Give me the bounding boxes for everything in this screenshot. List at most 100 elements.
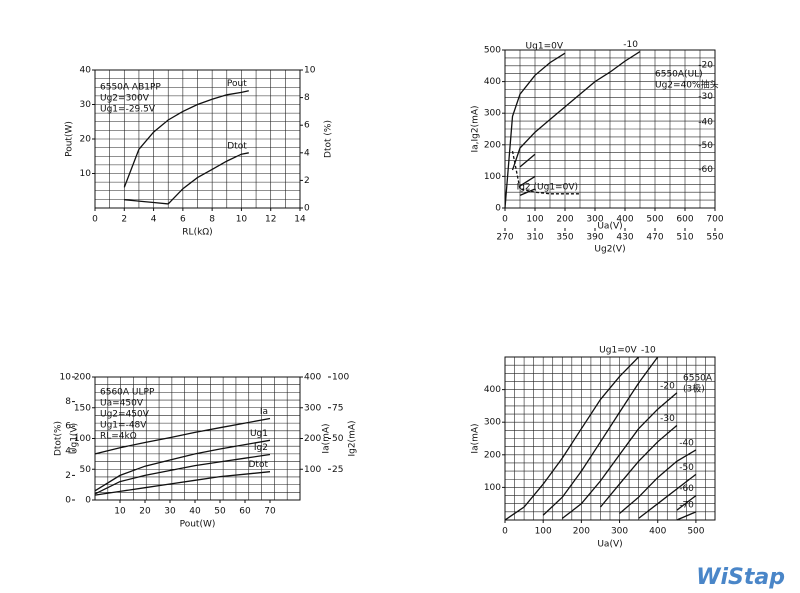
y-tick-label: 20 — [80, 135, 92, 145]
y-tick-label: 400 — [484, 77, 501, 87]
y-axis-label: Ia,Ig2(mA) — [471, 105, 481, 152]
curve-label: -40 — [698, 118, 713, 128]
curve — [123, 90, 249, 188]
curve — [94, 453, 271, 495]
x-tick-label: 60 — [239, 507, 251, 517]
y-tick-label: 2 — [65, 471, 71, 481]
x-tick-label: 10 — [236, 215, 248, 225]
x-tick-label: 100 — [526, 215, 543, 225]
curve-label: Ug1=0V — [599, 346, 637, 356]
y-tick-label: 100 — [484, 483, 501, 493]
x-tick-label: 50 — [214, 507, 226, 517]
x-axis-label: Ua(V) — [597, 222, 622, 232]
x-tick-label: 200 — [556, 215, 573, 225]
curve-label: -40 — [679, 438, 694, 448]
y4-tick-label: 50 — [332, 434, 344, 444]
y4-tick-label: 25 — [332, 465, 343, 475]
curve — [94, 417, 271, 455]
x-tick-label: 400 — [616, 215, 633, 225]
annotation: Ug1=-48V — [100, 421, 147, 431]
x-tick-label: 20 — [139, 507, 151, 517]
y3-tick-label: 400 — [304, 373, 321, 383]
y-tick-label: 6 — [65, 422, 71, 432]
y-tick-label: 500 — [484, 46, 501, 56]
curve-label: -60 — [698, 165, 713, 175]
y-axis-label: Ia(mA) — [471, 423, 481, 453]
curve — [676, 511, 697, 521]
curve — [599, 425, 678, 508]
x2-tick-label: 270 — [496, 233, 513, 243]
curve-label: -60 — [679, 484, 694, 494]
x-tick-label: 300 — [611, 527, 628, 537]
x-tick-label: 400 — [649, 527, 666, 537]
x-tick-label: 700 — [706, 215, 723, 225]
y2-tick-label: 10 — [304, 66, 316, 76]
x2-tick-label: 470 — [646, 233, 663, 243]
curve — [561, 392, 678, 519]
x-tick-label: 600 — [676, 215, 693, 225]
y-tick-label: 200 — [484, 450, 501, 460]
y2-tick-label: 0 — [85, 496, 91, 506]
curve-label: Dtot — [249, 460, 269, 470]
watermark: WiStap — [696, 565, 785, 590]
x2-tick-label: 350 — [556, 233, 573, 243]
curve-label: Ug1=0V — [526, 42, 564, 52]
x2-tick-label: 390 — [586, 233, 603, 243]
curve — [94, 439, 271, 492]
curve — [638, 473, 697, 519]
y4-tick-label: 75 — [332, 403, 343, 413]
y4-tick-label: 100 — [332, 373, 349, 383]
curve — [124, 152, 249, 205]
x-tick-label: 70 — [264, 507, 276, 517]
curve-label: -50 — [698, 141, 713, 151]
x-tick-label: 10 — [114, 507, 126, 517]
y-tick-label: 30 — [80, 100, 92, 110]
x-tick-label: 500 — [687, 527, 704, 537]
y2-axis-label: Dtot (%) — [324, 120, 334, 158]
y-tick-label: 300 — [484, 418, 501, 428]
plot-frame — [504, 49, 716, 209]
annotation: Ug1=-29.5V — [100, 105, 156, 115]
x-tick-label: 0 — [502, 215, 508, 225]
y2-tick-label: 0 — [304, 204, 310, 214]
x-tick-label: 0 — [92, 215, 98, 225]
y2-axis-label: Ug1(V) — [70, 423, 80, 454]
curve-label: Ig2 (Ug1=0V) — [517, 182, 578, 192]
x-tick-label: 14 — [294, 215, 306, 225]
x-tick-label: 200 — [573, 527, 590, 537]
y3-tick-label: 300 — [304, 403, 321, 413]
annotation: (3极) — [683, 383, 705, 395]
y-tick-label: 4 — [65, 446, 71, 456]
x-tick-label: 8 — [209, 215, 215, 225]
curve-label: Dtot — [227, 141, 247, 151]
annotation: Ug2=40%抽头 — [655, 79, 719, 91]
x-axis-label: Pout(W) — [180, 520, 216, 530]
y2-tick-label: 50 — [80, 465, 92, 475]
y2-tick-label: 150 — [74, 403, 91, 413]
curve-label: -30 — [698, 92, 713, 102]
x-tick-label: 2 — [121, 215, 127, 225]
annotation: 6550A — [683, 374, 713, 384]
x-tick-label: 300 — [586, 215, 603, 225]
y-tick-label: 8 — [65, 397, 71, 407]
x-tick-label: 500 — [646, 215, 663, 225]
y3-axis-label: Ia(mA) — [322, 423, 332, 453]
curve-label: Pout — [227, 79, 247, 89]
curve-label: Ig2 — [254, 443, 268, 453]
y2-tick-label: 4 — [304, 148, 310, 158]
x-tick-label: 0 — [502, 527, 508, 537]
y-tick-label: 40 — [80, 66, 92, 76]
curve-label: -70 — [679, 500, 694, 510]
y-tick-label: 400 — [484, 385, 501, 395]
x2-tick-label: 430 — [616, 233, 633, 243]
y2-tick-label: 6 — [304, 121, 310, 131]
x-axis-label: RL(kΩ) — [182, 228, 212, 238]
annotation: RL=4kΩ — [100, 432, 137, 442]
curve-label: -10 — [641, 346, 656, 356]
curve — [542, 356, 659, 516]
curve-label: -20 — [698, 61, 713, 71]
x-tick-label: 4 — [151, 215, 157, 225]
y-tick-label: 0 — [495, 204, 501, 214]
x2-axis-label: Ug2(V) — [594, 245, 625, 255]
